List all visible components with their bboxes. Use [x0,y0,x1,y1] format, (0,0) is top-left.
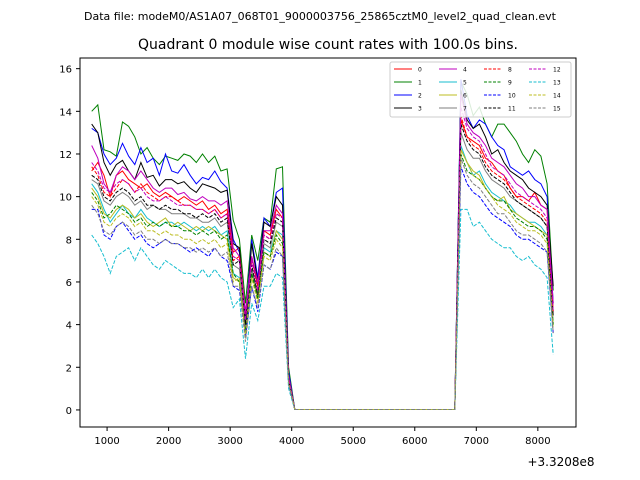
series-line-15 [91,158,554,410]
y-tick-label: 4 [66,321,72,332]
series-line-6 [91,149,554,410]
y-tick-label: 10 [59,193,72,204]
legend-label-15: 15 [553,106,561,113]
legend-label-13: 13 [553,80,561,87]
series-layer [91,79,554,410]
series-line-9 [91,153,554,410]
series-line-3 [91,89,554,410]
x-tick-label: 6000 [402,436,427,447]
legend-label-14: 14 [553,93,561,100]
data-file-header: Data file: modeM0/AS1A07_068T01_90000037… [84,10,557,23]
series-line-1 [91,81,554,410]
legend-label-4: 4 [463,67,467,74]
x-offset-label: +3.3208e8 [527,455,594,469]
y-tick-label: 12 [59,150,72,161]
legend-label-3: 3 [418,106,422,113]
legend-box [389,61,572,118]
legend-label-5: 5 [463,80,467,87]
y-tick-label: 14 [59,107,72,118]
x-tick-label: 7000 [464,436,489,447]
x-tick-label: 2000 [156,436,181,447]
legend-label-2: 2 [418,93,422,100]
y-tick-label: 0 [66,406,72,417]
series-line-2 [91,79,554,410]
plot-area-frame [79,57,577,428]
chart-title: Quadrant 0 module wise count rates with … [138,37,518,53]
series-line-14 [91,149,554,410]
legend-label-0: 0 [418,67,422,74]
series-line-10 [91,166,554,410]
series-line-7 [91,132,554,410]
y-tick-label: 16 [59,65,72,76]
series-line-8 [91,115,554,410]
legend-label-7: 7 [463,106,467,113]
y-tick-label: 2 [66,363,72,374]
legend-label-8: 8 [508,67,512,74]
x-tick-label: 4000 [279,436,304,447]
legend-label-1: 1 [418,80,422,87]
legend-label-6: 6 [463,93,467,100]
legend-label-10: 10 [508,93,516,100]
y-tick-label: 6 [66,278,72,289]
legend-label-11: 11 [508,106,516,113]
x-tick-label: 5000 [341,436,366,447]
legend-label-12: 12 [553,67,561,74]
series-line-13 [91,208,554,410]
axes-layer: 1000 2000 3000 4000 5000 6000 7000 800002468101… [59,65,550,447]
series-line-4 [91,94,554,410]
x-tick-label: 8000 [525,436,550,447]
series-line-12 [91,106,554,410]
x-tick-label: 3000 [217,436,242,447]
series-line-0 [91,119,554,410]
legend-label-9: 9 [508,80,512,87]
x-tick-label: 1000 [94,436,119,447]
y-tick-label: 8 [66,235,72,246]
